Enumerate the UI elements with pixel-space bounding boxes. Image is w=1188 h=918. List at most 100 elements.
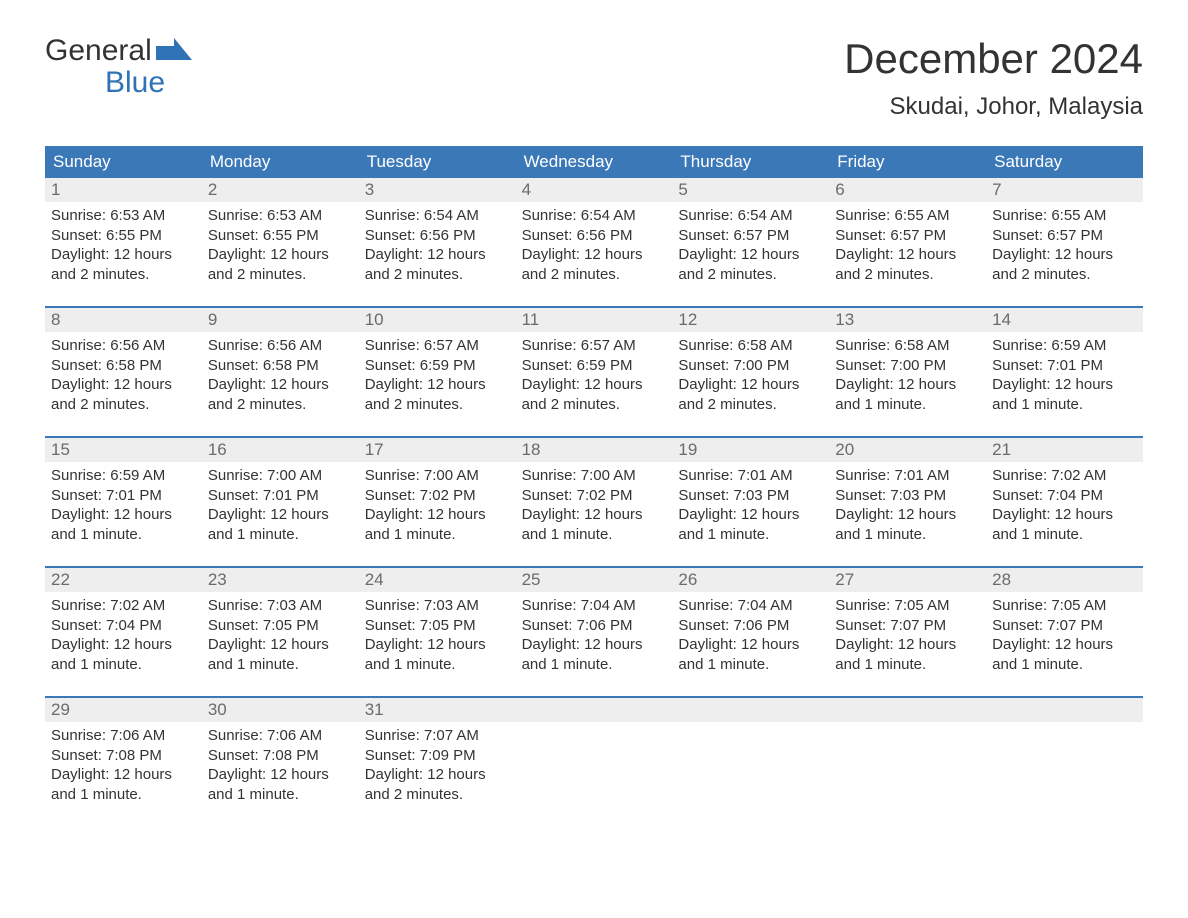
sunrise-text: Sunrise: 7:02 AM [992,466,1135,486]
day-header-wed: Wednesday [516,146,673,178]
calendar-cell: Sunrise: 7:01 AMSunset: 7:03 PMDaylight:… [672,462,829,566]
day-number: 18 [516,438,673,462]
day-number: 6 [829,178,986,202]
calendar: Sunday Monday Tuesday Wednesday Thursday… [45,146,1143,826]
sunset-text: Sunset: 7:07 PM [992,616,1135,636]
daylight2-text: and 1 minute. [208,785,351,805]
day-number: 7 [986,178,1143,202]
sunrise-text: Sunrise: 6:57 AM [522,336,665,356]
daylight2-text: and 2 minutes. [51,395,194,415]
daylight1-text: Daylight: 12 hours [51,245,194,265]
sunset-text: Sunset: 7:05 PM [208,616,351,636]
sunrise-text: Sunrise: 7:05 AM [835,596,978,616]
calendar-cell: Sunrise: 6:58 AMSunset: 7:00 PMDaylight:… [829,332,986,436]
daylight1-text: Daylight: 12 hours [208,245,351,265]
sunrise-text: Sunrise: 7:02 AM [51,596,194,616]
sunset-text: Sunset: 6:58 PM [208,356,351,376]
daylight1-text: Daylight: 12 hours [365,375,508,395]
daylight1-text: Daylight: 12 hours [522,245,665,265]
calendar-cell [986,722,1143,826]
header: General Blue December 2024 Skudai, Johor… [45,35,1143,121]
daylight2-text: and 2 minutes. [51,265,194,285]
sunrise-text: Sunrise: 7:04 AM [522,596,665,616]
daylight2-text: and 1 minute. [208,655,351,675]
week-row: Sunrise: 6:59 AMSunset: 7:01 PMDaylight:… [45,462,1143,566]
daylight1-text: Daylight: 12 hours [678,635,821,655]
calendar-cell: Sunrise: 6:56 AMSunset: 6:58 PMDaylight:… [45,332,202,436]
daylight2-text: and 2 minutes. [365,395,508,415]
sunset-text: Sunset: 6:59 PM [522,356,665,376]
calendar-cell [672,722,829,826]
sunrise-text: Sunrise: 7:00 AM [365,466,508,486]
daylight2-text: and 2 minutes. [678,395,821,415]
sunset-text: Sunset: 7:04 PM [51,616,194,636]
day-number: 9 [202,308,359,332]
daylight1-text: Daylight: 12 hours [365,245,508,265]
calendar-cell: Sunrise: 7:06 AMSunset: 7:08 PMDaylight:… [45,722,202,826]
sunrise-text: Sunrise: 7:07 AM [365,726,508,746]
sunset-text: Sunset: 6:56 PM [365,226,508,246]
calendar-cell [516,722,673,826]
sunset-text: Sunset: 6:59 PM [365,356,508,376]
sunset-text: Sunset: 7:01 PM [208,486,351,506]
day-number: 13 [829,308,986,332]
day-number: 29 [45,698,202,722]
sunrise-text: Sunrise: 6:54 AM [365,206,508,226]
day-header-sat: Saturday [986,146,1143,178]
logo: General Blue [45,35,192,98]
calendar-cell: Sunrise: 7:06 AMSunset: 7:08 PMDaylight:… [202,722,359,826]
sunset-text: Sunset: 7:01 PM [51,486,194,506]
sunset-text: Sunset: 7:04 PM [992,486,1135,506]
sunset-text: Sunset: 6:56 PM [522,226,665,246]
calendar-cell: Sunrise: 7:04 AMSunset: 7:06 PMDaylight:… [516,592,673,696]
daylight2-text: and 2 minutes. [522,265,665,285]
daylight2-text: and 1 minute. [835,395,978,415]
sunrise-text: Sunrise: 6:54 AM [522,206,665,226]
sunrise-text: Sunrise: 6:53 AM [51,206,194,226]
daylight1-text: Daylight: 12 hours [835,245,978,265]
day-header-row: Sunday Monday Tuesday Wednesday Thursday… [45,146,1143,178]
calendar-cell: Sunrise: 6:54 AMSunset: 6:57 PMDaylight:… [672,202,829,306]
day-header-thu: Thursday [672,146,829,178]
day-number: 16 [202,438,359,462]
daylight1-text: Daylight: 12 hours [51,505,194,525]
sunset-text: Sunset: 6:57 PM [835,226,978,246]
sunrise-text: Sunrise: 6:53 AM [208,206,351,226]
calendar-cell: Sunrise: 6:57 AMSunset: 6:59 PMDaylight:… [359,332,516,436]
sunset-text: Sunset: 6:57 PM [678,226,821,246]
daylight1-text: Daylight: 12 hours [522,635,665,655]
day-header-tue: Tuesday [359,146,516,178]
day-number: 12 [672,308,829,332]
daylight2-text: and 1 minute. [208,525,351,545]
month-title: December 2024 [844,35,1143,83]
daylight2-text: and 1 minute. [522,655,665,675]
day-number: 27 [829,568,986,592]
day-header-mon: Monday [202,146,359,178]
daylight2-text: and 1 minute. [992,655,1135,675]
day-number: 2 [202,178,359,202]
calendar-cell: Sunrise: 6:57 AMSunset: 6:59 PMDaylight:… [516,332,673,436]
daylight1-text: Daylight: 12 hours [522,375,665,395]
sunset-text: Sunset: 6:55 PM [208,226,351,246]
day-number: 23 [202,568,359,592]
sunset-text: Sunset: 6:57 PM [992,226,1135,246]
daylight1-text: Daylight: 12 hours [365,635,508,655]
daylight2-text: and 1 minute. [678,525,821,545]
day-number: 1 [45,178,202,202]
day-number [829,698,986,722]
day-number: 21 [986,438,1143,462]
daylight1-text: Daylight: 12 hours [678,375,821,395]
daylight2-text: and 2 minutes. [365,785,508,805]
daylight2-text: and 1 minute. [522,525,665,545]
sunrise-text: Sunrise: 6:59 AM [51,466,194,486]
logo-text-bottom: Blue [45,67,192,99]
sunset-text: Sunset: 7:01 PM [992,356,1135,376]
daylight1-text: Daylight: 12 hours [51,635,194,655]
calendar-cell: Sunrise: 7:03 AMSunset: 7:05 PMDaylight:… [202,592,359,696]
daylight1-text: Daylight: 12 hours [678,505,821,525]
calendar-cell: Sunrise: 6:59 AMSunset: 7:01 PMDaylight:… [986,332,1143,436]
calendar-cell: Sunrise: 7:04 AMSunset: 7:06 PMDaylight:… [672,592,829,696]
daylight2-text: and 2 minutes. [678,265,821,285]
calendar-cell: Sunrise: 6:54 AMSunset: 6:56 PMDaylight:… [359,202,516,306]
logo-text-top: General [45,35,152,67]
